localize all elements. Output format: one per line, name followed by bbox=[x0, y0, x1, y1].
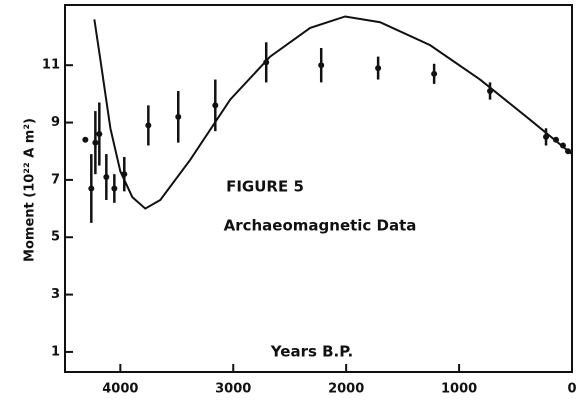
annotation: Archaeomagnetic Data bbox=[224, 217, 417, 235]
data-point bbox=[375, 65, 382, 72]
x-tick-label: 4000 bbox=[102, 382, 138, 397]
plot-frame bbox=[64, 4, 573, 373]
x-tick-label: 1000 bbox=[441, 382, 477, 397]
data-point bbox=[552, 136, 559, 143]
data-point bbox=[111, 185, 118, 192]
x-tick-label: 2000 bbox=[328, 382, 364, 397]
data-point bbox=[212, 102, 219, 109]
data-point bbox=[175, 113, 182, 120]
data-point bbox=[96, 131, 103, 138]
data-point bbox=[121, 171, 128, 178]
data-point bbox=[103, 174, 110, 181]
data-point bbox=[543, 133, 550, 140]
y-tick-label: 9 bbox=[51, 115, 60, 130]
data-point bbox=[318, 62, 325, 69]
x-tick-label: 3000 bbox=[215, 382, 251, 397]
model-curve bbox=[93, 15, 573, 210]
y-tick-label: 1 bbox=[51, 344, 60, 359]
y-tick-label: 3 bbox=[51, 287, 60, 302]
data-point bbox=[487, 88, 494, 95]
data-point bbox=[559, 142, 566, 149]
annotation: FIGURE 5 bbox=[226, 178, 304, 196]
data-point bbox=[431, 70, 438, 77]
data-point bbox=[82, 136, 89, 143]
data-point bbox=[88, 185, 95, 192]
y-tick-label: 5 bbox=[51, 230, 60, 245]
x-tick-label: 0 bbox=[567, 382, 576, 397]
data-point bbox=[565, 148, 572, 155]
data-point bbox=[92, 139, 99, 146]
data-point bbox=[263, 59, 270, 66]
y-axis-label: Moment (10²² A m²) bbox=[23, 118, 38, 262]
data-point bbox=[145, 122, 152, 129]
y-tick-label: 7 bbox=[51, 172, 60, 187]
y-tick-label: 11 bbox=[42, 58, 60, 73]
x-axis-label: Years B.P. bbox=[270, 343, 353, 361]
